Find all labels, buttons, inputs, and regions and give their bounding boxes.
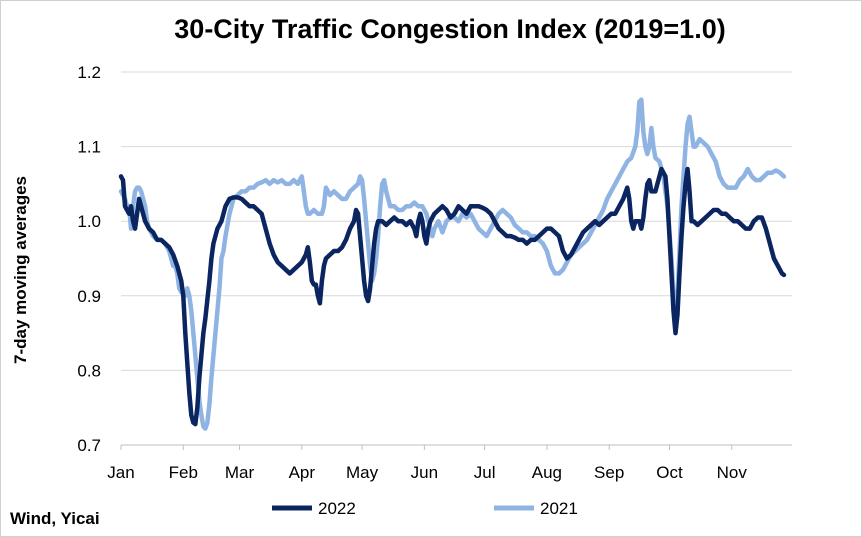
series-line-2021 [118, 97, 787, 431]
y-tick-label: 0.8 [77, 361, 101, 380]
x-tick-label: Jun [411, 463, 438, 482]
x-tick-label: Sep [594, 463, 624, 482]
y-axis-ticks: 0.7 0.8 0.9 1.0 1.1 1.2 [77, 63, 101, 455]
x-tick-label: Apr [289, 463, 316, 482]
x-tick-label: Aug [532, 463, 562, 482]
series-lines [118, 97, 787, 431]
y-tick-label: 1.1 [77, 138, 101, 157]
x-tick-label: Feb [169, 463, 198, 482]
x-tick-label: Oct [656, 463, 683, 482]
source-note: Wind, Yicai [10, 509, 100, 528]
x-tick-label: Jan [107, 463, 134, 482]
x-tick-label: Nov [717, 463, 748, 482]
x-tick-label: Mar [225, 463, 255, 482]
y-axis-label: 7-day moving averages [11, 176, 30, 364]
y-tick-label: 1.2 [77, 63, 101, 82]
y-tick-label: 1.0 [77, 212, 101, 231]
series-line-2022 [118, 166, 787, 427]
legend: 2022 2021 [272, 499, 578, 518]
gridlines [121, 71, 792, 446]
y-tick-label: 0.7 [77, 436, 101, 455]
x-axis-ticks: Jan Feb Mar Apr May Jun Jul Aug Sep Oct Nov [107, 445, 747, 482]
y-tick-label: 0.9 [77, 287, 101, 306]
legend-label-2022: 2022 [318, 499, 356, 518]
x-tick-label: May [346, 463, 379, 482]
legend-label-2021: 2021 [540, 499, 578, 518]
x-tick-label: Jul [474, 463, 496, 482]
chart-title: 30-City Traffic Congestion Index (2019=1… [174, 14, 725, 44]
